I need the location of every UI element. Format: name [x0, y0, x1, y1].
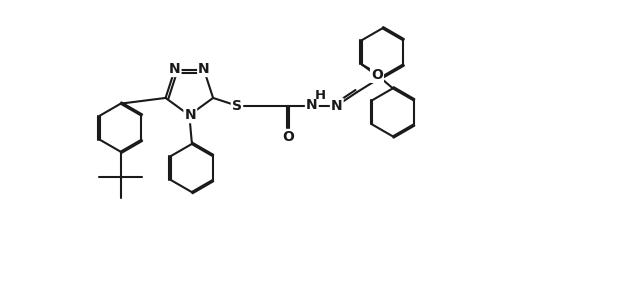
Text: N: N: [198, 62, 210, 76]
Text: O: O: [282, 130, 294, 144]
Text: O: O: [371, 68, 383, 82]
Text: S: S: [232, 99, 242, 113]
Text: H: H: [315, 89, 326, 102]
Text: N: N: [184, 108, 196, 122]
Text: N: N: [306, 98, 317, 112]
Text: N: N: [169, 62, 180, 76]
Text: N: N: [331, 99, 342, 113]
